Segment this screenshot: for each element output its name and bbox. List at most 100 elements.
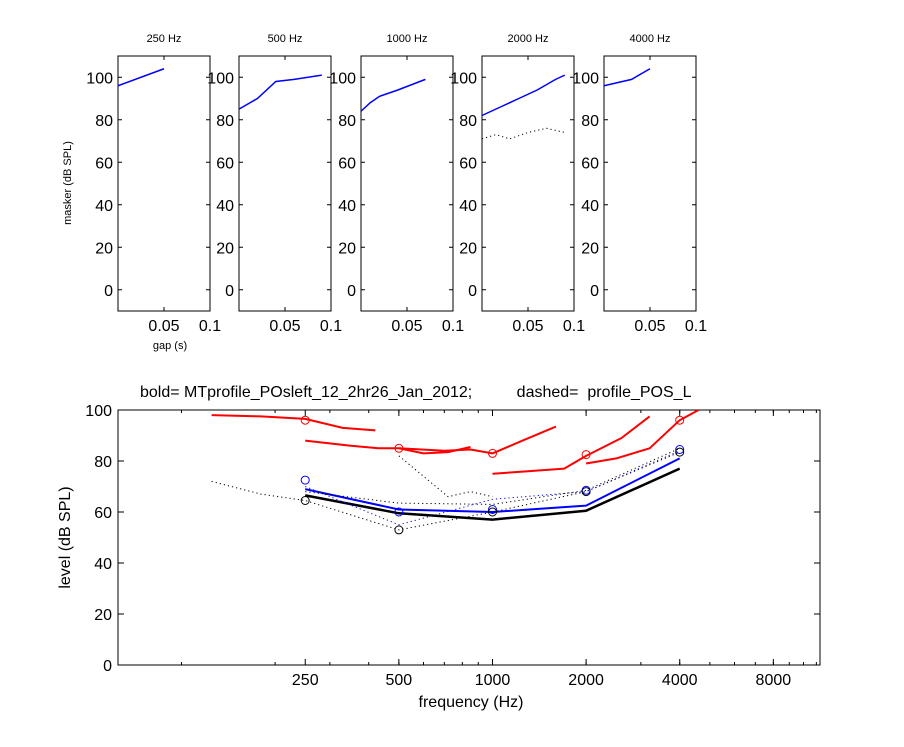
y-tick-label: 0 [468,283,477,300]
y-tick-label: 80 [338,113,356,130]
y-tick-label: 20 [94,607,112,624]
marker-point [300,415,310,425]
x-tick-label: 0.05 [148,318,179,335]
audiogram-panel: 0 20 40 60 80 100 250 500 1000 2000 4000 8000 bold= … [57,384,821,711]
marker-point [300,496,310,505]
series-line-10 [585,410,700,465]
x-axis-label: gap (s) [153,340,187,352]
x-tick-label: 0.1 [563,318,585,335]
y-tick-label: 100 [207,70,234,87]
marker-point [675,415,685,425]
y-tick-label: 20 [216,240,234,257]
gap-panel-2: 0 20 40 60 80 100 0.05 0.1 1000 Hz [329,33,464,335]
x-tick-label: 0.05 [269,318,300,335]
series-line-0 [117,68,165,87]
y-tick-label: 0 [103,658,112,675]
series-line-2 [211,451,680,531]
x-tick-label: 0.05 [634,318,665,335]
marker-point [488,505,497,514]
series-line-6 [211,414,376,432]
x-tick-label: 0.1 [320,318,342,335]
y-tick-label: 100 [572,70,599,87]
y-tick-label: 100 [329,70,356,87]
y-tick-label: 20 [459,240,477,257]
y-tick-label: 60 [459,155,477,172]
series-line-4 [305,450,680,526]
x-tick-label: 0.1 [442,318,464,335]
y-tick-label: 40 [95,198,113,215]
y-tick-label: 20 [95,240,113,257]
y-tick-label: 60 [95,155,113,172]
x-tick-label: 500 [386,672,413,689]
x-axis-label: frequency (Hz) [419,694,524,711]
y-tick-label: 80 [459,113,477,130]
marker-point [581,487,591,497]
gap-panel-1: 0 20 40 60 80 100 0.05 0.1 500 Hz [207,33,342,335]
y-tick-label: 0 [590,283,599,300]
panel-frame [238,55,332,312]
y-tick-label: 100 [85,403,112,420]
y-tick-label: 100 [450,70,477,87]
panel-frame [117,55,211,312]
y-tick-label: 40 [338,198,356,215]
panel-title: 500 Hz [268,33,303,45]
panel-frame [603,55,697,312]
panel-title: 250 Hz [147,33,182,45]
y-tick-label: 0 [225,283,234,300]
series-line-8 [398,425,557,455]
series-line-1 [481,127,565,140]
y-tick-label: 100 [86,70,113,87]
y-tick-label: 60 [338,155,356,172]
x-tick-label: 0.1 [685,318,707,335]
x-tick-label: 4000 [662,672,698,689]
series-line-0 [360,78,426,112]
series-line-0 [481,74,566,117]
series-line-5 [398,455,493,498]
marker-point [675,445,685,454]
y-tick-label: 60 [216,155,234,172]
series-line-0 [603,68,651,87]
series-line-1 [304,457,681,513]
y-tick-label: 80 [216,113,234,130]
y-tick-label: 0 [347,283,356,300]
gap-panel-0: 0 20 40 60 80 100 0.05 0.1 250 Hz gap (s) masker (… [62,33,221,352]
y-tick-label: 60 [94,505,112,522]
x-tick-label: 0.05 [512,318,543,335]
y-tick-label: 40 [94,556,112,573]
marker-point [394,507,404,517]
series-line-9 [492,415,651,475]
series-line-0 [304,467,681,521]
panel-title: 1000 Hz [387,33,428,45]
panel-title: 4000 Hz [630,33,671,45]
y-tick-label: 40 [216,198,234,215]
y-tick-label: 20 [338,240,356,257]
plot-frame [117,409,821,666]
series-line-0 [238,74,322,110]
marker-point [675,447,685,457]
marker-point [488,448,497,458]
marker-point [581,450,591,460]
x-tick-label: 2000 [568,672,604,689]
panel-frame [481,55,575,312]
gap-panel-4: 0 20 40 60 80 100 0.05 0.1 4000 Hz [572,33,707,335]
x-tick-label: 0.1 [199,318,221,335]
x-tick-label: 0.05 [391,318,422,335]
panel-title: 2000 Hz [508,33,549,45]
y-tick-label: 0 [104,283,113,300]
panel-frame [360,55,454,312]
marker-point [300,475,310,485]
y-tick-label: 40 [459,198,477,215]
marker-point [488,507,497,517]
x-tick-label: 1000 [475,672,511,689]
y-axis-label: level (dB SPL) [57,486,74,588]
x-tick-label: 250 [292,672,319,689]
marker-point [394,443,404,453]
y-tick-label: 40 [581,198,599,215]
plot-title: bold= MTprofile_POsleft_12_2hr26_Jan_201… [140,384,692,401]
y-tick-label: 80 [95,113,113,130]
y-tick-label: 20 [581,240,599,257]
y-axis-label: masker (dB SPL) [62,141,74,225]
y-tick-label: 80 [581,113,599,130]
